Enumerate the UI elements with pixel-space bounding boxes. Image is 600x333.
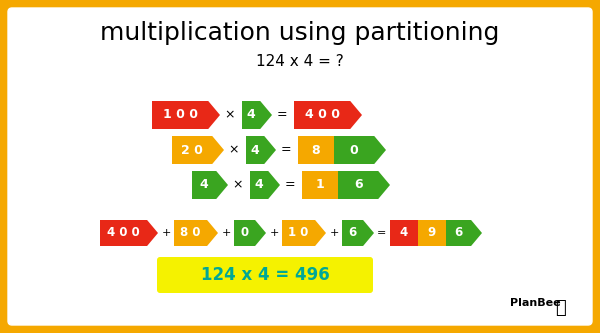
Text: =: = — [277, 109, 287, 122]
Bar — [418, 220, 446, 246]
Text: =: = — [377, 228, 386, 238]
Text: ×: × — [233, 178, 243, 191]
Text: 🐝: 🐝 — [554, 299, 565, 317]
Text: multiplication using partitioning: multiplication using partitioning — [100, 21, 500, 45]
Text: 4: 4 — [200, 178, 208, 191]
Text: 0: 0 — [241, 226, 248, 239]
Polygon shape — [172, 136, 224, 164]
Text: +: + — [269, 228, 278, 238]
Polygon shape — [152, 101, 220, 129]
Text: 6: 6 — [354, 178, 362, 191]
Text: 8 0: 8 0 — [180, 226, 201, 239]
Text: PlanBee: PlanBee — [510, 298, 560, 308]
Polygon shape — [100, 220, 158, 246]
Text: 124 x 4 = 496: 124 x 4 = 496 — [200, 266, 329, 284]
Polygon shape — [338, 171, 390, 199]
Text: +: + — [221, 228, 230, 238]
Polygon shape — [234, 220, 266, 246]
Text: =: = — [281, 144, 292, 157]
Text: 1 0 0: 1 0 0 — [163, 109, 197, 122]
Polygon shape — [446, 220, 482, 246]
Polygon shape — [242, 101, 272, 129]
Text: 1: 1 — [316, 178, 325, 191]
Text: 124 x 4 = ?: 124 x 4 = ? — [256, 54, 344, 69]
Text: 4: 4 — [251, 144, 259, 157]
Polygon shape — [342, 220, 374, 246]
Text: 4: 4 — [255, 178, 263, 191]
Text: 1 0: 1 0 — [289, 226, 309, 239]
Text: +: + — [329, 228, 338, 238]
Polygon shape — [250, 171, 280, 199]
Text: 2 0: 2 0 — [181, 144, 203, 157]
Polygon shape — [174, 220, 218, 246]
Polygon shape — [282, 220, 326, 246]
Text: 6: 6 — [454, 226, 463, 239]
Text: 8: 8 — [311, 144, 320, 157]
Bar — [390, 220, 418, 246]
Text: 9: 9 — [428, 226, 436, 239]
Text: 4 0 0: 4 0 0 — [107, 226, 140, 239]
Text: ×: × — [225, 109, 235, 122]
Text: 4 0 0: 4 0 0 — [305, 109, 340, 122]
Text: +: + — [161, 228, 170, 238]
Polygon shape — [192, 171, 228, 199]
Text: 4: 4 — [247, 109, 256, 122]
Bar — [302, 171, 338, 199]
Text: 4: 4 — [400, 226, 408, 239]
FancyBboxPatch shape — [8, 8, 592, 325]
FancyBboxPatch shape — [157, 257, 373, 293]
Polygon shape — [294, 101, 362, 129]
Text: 0: 0 — [350, 144, 358, 157]
Text: =: = — [284, 178, 295, 191]
Text: ×: × — [229, 144, 239, 157]
Polygon shape — [246, 136, 276, 164]
Text: 6: 6 — [349, 226, 356, 239]
Bar — [298, 136, 334, 164]
Polygon shape — [334, 136, 386, 164]
